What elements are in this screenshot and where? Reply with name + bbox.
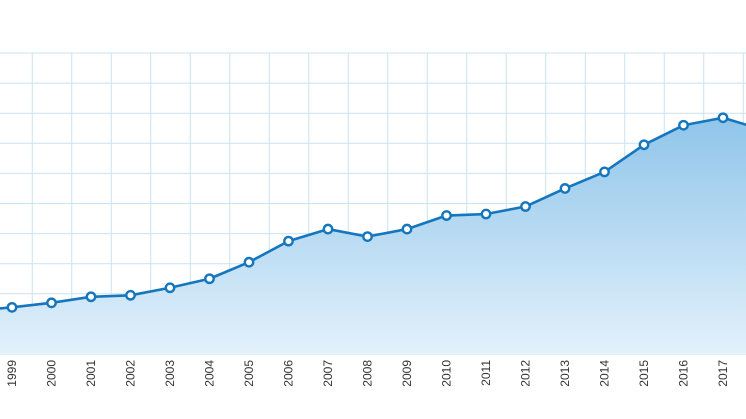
- x-tick-label-2014: 2014: [598, 360, 612, 387]
- data-point-2014[interactable]: [599, 166, 610, 178]
- x-tick-label-2015: 2015: [637, 360, 651, 387]
- x-tick-label-2003: 2003: [163, 360, 177, 387]
- data-point-2006[interactable]: [283, 235, 294, 247]
- data-point-2017[interactable]: [717, 112, 729, 124]
- x-tick-label-2008: 2008: [361, 360, 375, 387]
- x-tick-label-2010: 2010: [440, 360, 454, 387]
- data-point-2013[interactable]: [559, 183, 571, 194]
- x-tick-label-2005: 2005: [242, 360, 256, 387]
- data-point-2001[interactable]: [85, 291, 97, 303]
- x-tick-label-2009: 2009: [400, 360, 414, 387]
- data-point-2008[interactable]: [362, 231, 373, 243]
- data-point-2005[interactable]: [243, 256, 255, 268]
- x-tick-label-2002: 2002: [124, 360, 138, 387]
- data-point-2012[interactable]: [520, 201, 531, 212]
- data-point-2000[interactable]: [46, 297, 57, 309]
- data-point-2002[interactable]: [125, 289, 136, 301]
- data-point-2016[interactable]: [678, 119, 689, 131]
- data-point-2015[interactable]: [638, 139, 650, 151]
- x-axis-tick-labels: 1999 2000 2001 2002 2003 2004 2005 2006 2007 2008…: [5, 360, 730, 387]
- data-point-2007[interactable]: [322, 223, 334, 235]
- data-point-2009[interactable]: [401, 223, 413, 235]
- x-tick-label-2004: 2004: [203, 360, 217, 387]
- x-tick-label-2001: 2001: [84, 360, 98, 387]
- x-tick-label-2006: 2006: [282, 360, 296, 387]
- x-tick-label-2012: 2012: [519, 360, 533, 387]
- data-point-2011[interactable]: [480, 208, 492, 220]
- x-tick-label-2013: 2013: [558, 360, 572, 387]
- x-tick-label-1999: 1999: [5, 360, 19, 387]
- x-tick-label-2011: 2011: [479, 360, 493, 386]
- data-point-1999[interactable]: [6, 301, 18, 313]
- x-tick-label-2016: 2016: [677, 360, 691, 387]
- data-point-2003[interactable]: [164, 282, 176, 294]
- x-tick-label-2017: 2017: [716, 360, 730, 387]
- data-point-2004[interactable]: [204, 273, 215, 285]
- data-point-2010[interactable]: [441, 210, 452, 221]
- x-tick-label-2000: 2000: [45, 360, 59, 387]
- x-tick-label-2007: 2007: [321, 360, 335, 387]
- data-points-layer: [6, 112, 729, 313]
